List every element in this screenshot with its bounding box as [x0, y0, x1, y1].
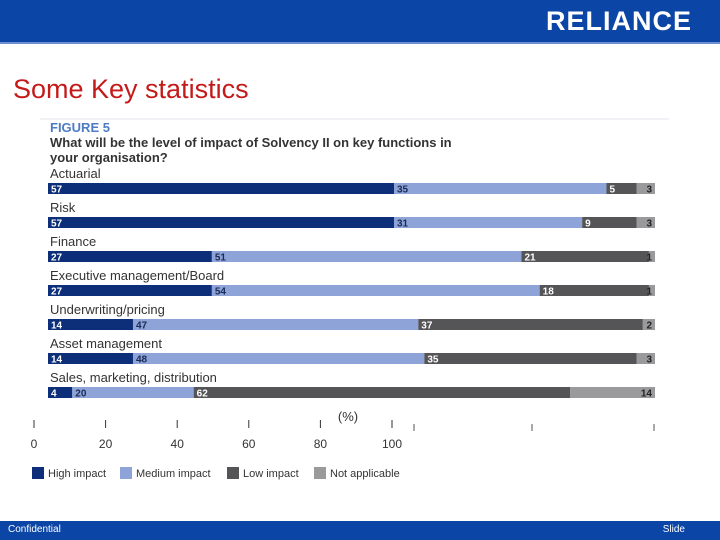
data-label: 31 [397, 219, 409, 230]
bar-chart: FIGURE 5 What will be the level of impac… [31, 118, 669, 480]
x-tick-label: 80 [314, 437, 328, 451]
category-label: Actuarial [50, 166, 101, 181]
x-tick-label: 0 [31, 437, 38, 451]
x-tick-label: 20 [99, 437, 113, 451]
x-tick-label: 100 [382, 437, 402, 451]
bar-segment [48, 285, 212, 296]
bar-segment [636, 353, 655, 364]
legend-swatch [32, 467, 44, 479]
legend-label: High impact [48, 468, 106, 480]
bar-segment [48, 251, 212, 262]
legend-label: Low impact [243, 468, 299, 480]
bar-segment [48, 353, 133, 364]
bar-segment [393, 217, 583, 228]
bar-segment [648, 251, 655, 262]
header-divider [0, 42, 720, 44]
data-label: 47 [136, 321, 148, 332]
slide-title: Some Key statistics [13, 74, 249, 104]
data-label: 9 [585, 219, 591, 230]
x-tick-label: 40 [171, 437, 185, 451]
category-label: Finance [50, 234, 96, 249]
category-label: Asset management [50, 336, 162, 351]
category-label: Risk [50, 200, 76, 215]
data-label: 35 [427, 355, 439, 366]
bar-segment [606, 183, 637, 194]
bar-segment [648, 285, 655, 296]
legend-swatch [120, 467, 132, 479]
legend-swatch [227, 467, 239, 479]
bar-segment [636, 183, 655, 194]
reliance-logo: RELIANCE [545, 6, 692, 36]
category-label: Executive management/Board [50, 268, 224, 283]
data-label: 14 [51, 321, 63, 332]
bar-segment [132, 353, 425, 364]
data-label: 14 [51, 355, 63, 366]
data-label: 57 [51, 219, 63, 230]
data-label: 27 [51, 253, 63, 264]
data-label: 5 [609, 185, 615, 196]
x-axis-label: (%) [338, 409, 358, 424]
data-label: 27 [51, 287, 63, 298]
data-label: 18 [543, 287, 555, 298]
bar-segment [48, 183, 394, 194]
bar-segment [132, 319, 419, 330]
data-label: 62 [197, 389, 209, 400]
footer-bar: Confidential Slide [0, 521, 720, 540]
data-label: 35 [397, 185, 409, 196]
bar-segment [48, 387, 73, 398]
data-label: 3 [646, 185, 652, 196]
bar-segment [48, 217, 394, 228]
chart-title-line-2: your organisation? [50, 150, 168, 165]
legend-label: Not applicable [330, 468, 400, 480]
figure-label: FIGURE 5 [50, 120, 110, 135]
data-label: 21 [524, 253, 536, 264]
slide-label: Slide [662, 524, 685, 535]
bar-segment [570, 387, 655, 398]
confidential-label: Confidential [8, 524, 61, 535]
data-label: 54 [215, 287, 227, 298]
data-label: 48 [136, 355, 148, 366]
bar-segment [636, 217, 655, 228]
header-bar: RELIANCE [0, 0, 720, 44]
bar-segment [393, 183, 607, 194]
x-tick-label: 60 [242, 437, 256, 451]
data-label: 2 [646, 321, 652, 332]
chart-title: What will be the level of impact of Solv… [50, 135, 455, 165]
data-label: 14 [641, 389, 653, 400]
legend: High impact Medium impact Low impact Not ap… [32, 467, 400, 480]
bar-segment [211, 251, 522, 262]
category-label: Sales, marketing, distribution [50, 370, 217, 385]
legend-swatch [314, 467, 326, 479]
legend-label: Medium impact [136, 468, 211, 480]
data-label: 57 [51, 185, 63, 196]
bar-segment [582, 217, 637, 228]
data-label: 20 [75, 389, 87, 400]
data-label: 37 [421, 321, 433, 332]
data-label: 1 [646, 253, 652, 264]
data-label: 51 [215, 253, 227, 264]
bar-segment [642, 319, 655, 330]
data-label: 4 [51, 389, 57, 400]
x-axis: 0 20 40 60 80 100 (%) [31, 409, 655, 451]
data-label: 1 [646, 287, 652, 298]
category-label: Underwriting/pricing [50, 302, 165, 317]
bar-segment [72, 387, 194, 398]
bar-segment [418, 319, 643, 330]
bar-segment [193, 387, 571, 398]
bar-segment [424, 353, 637, 364]
bar-segment [211, 285, 540, 296]
data-label: 3 [646, 219, 652, 230]
data-label: 3 [646, 355, 652, 366]
chart-title-line-1: What will be the level of impact of Solv… [50, 135, 452, 150]
bar-segment [48, 319, 133, 330]
bar-segment [539, 285, 649, 296]
bar-segment [521, 251, 649, 262]
